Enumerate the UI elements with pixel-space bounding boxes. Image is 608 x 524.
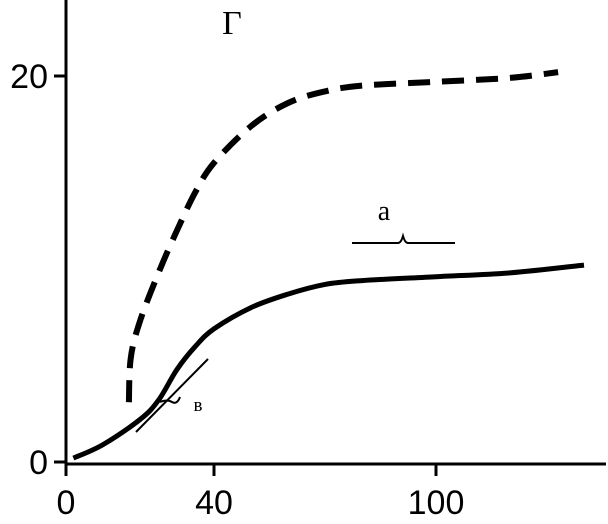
x-tick-label: 100 <box>408 484 465 522</box>
x-tick-label: 0 <box>57 484 76 522</box>
series-layer <box>72 69 585 461</box>
brace-a <box>352 232 455 244</box>
axes <box>64 0 606 466</box>
annotation-a-label: а <box>378 196 391 227</box>
brace-b <box>159 396 181 404</box>
y-tick-label: 0 <box>29 444 48 482</box>
annotation-b-label: в <box>194 395 203 416</box>
chart-title: Г <box>222 5 242 42</box>
tangent-line-b <box>135 358 209 433</box>
x-tick-label: 40 <box>195 484 233 522</box>
y-tick-label: 20 <box>10 58 48 96</box>
series-line-0 <box>72 262 585 461</box>
annotation-b: в <box>135 358 209 433</box>
annotation-a: а <box>352 196 455 244</box>
series-line-1 <box>125 69 559 403</box>
ticks: 0 40 100 0 20 <box>10 58 464 522</box>
